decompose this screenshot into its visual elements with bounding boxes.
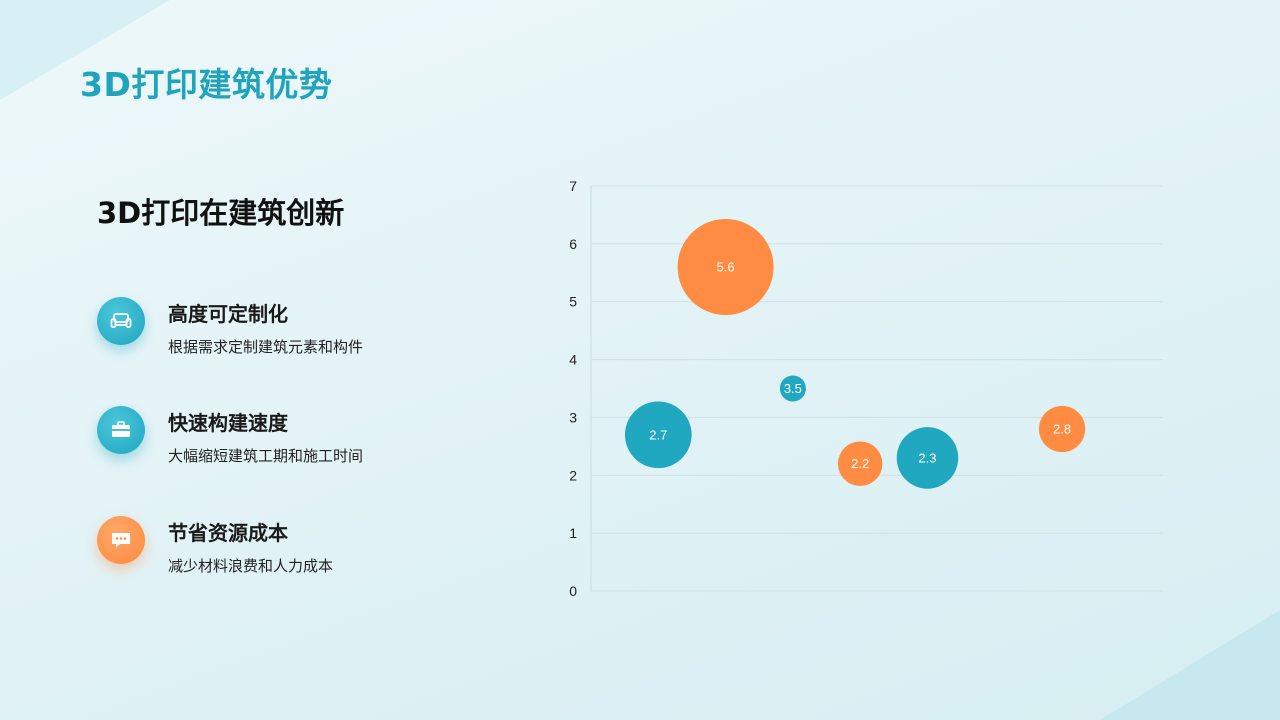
- y-tick-label: 3: [569, 409, 577, 425]
- bubble-data-label: 5.6: [717, 260, 735, 275]
- bubble-data-label: 3.5: [784, 381, 802, 396]
- briefcase-icon: [97, 406, 145, 454]
- feature-item-speed: 快速构建速度 大幅缩短建筑工期和施工时间: [97, 406, 497, 476]
- chart-bubbles: 2.7 5.6 3.5 2.2 2.3 2.8: [624, 219, 1086, 489]
- bubble-data-label: 2.7: [649, 427, 667, 442]
- bubble-chart: 0 1 2 3 4 5 6 7 2.7 5.6 3.5 2.2 2.3 2.8: [569, 178, 1163, 599]
- chat-icon: [97, 516, 145, 564]
- feature-title: 节省资源成本: [168, 521, 288, 545]
- y-tick-label: 7: [569, 178, 577, 194]
- feature-description: 大幅缩短建筑工期和施工时间: [168, 447, 364, 465]
- feature-description: 根据需求定制建筑元素和构件: [168, 338, 364, 356]
- page-title: 3D打印建筑优势: [80, 65, 333, 104]
- chart-y-axis: 0 1 2 3 4 5 6 7: [569, 178, 592, 599]
- bubble-data-label: 2.3: [918, 450, 936, 465]
- y-tick-label: 5: [569, 294, 577, 310]
- bubble: [896, 427, 959, 489]
- feature-item-customization: 高度可定制化 根据需求定制建筑元素和构件: [97, 297, 497, 367]
- chart-grid: [591, 185, 1163, 592]
- section-title: 3D打印在建筑创新: [97, 196, 345, 230]
- corner-decoration-bottom-right: [1100, 610, 1280, 720]
- y-tick-label: 1: [569, 525, 577, 541]
- bubble: [624, 401, 692, 469]
- y-tick-label: 2: [569, 467, 577, 483]
- sofa-icon: [97, 297, 145, 345]
- feature-title: 高度可定制化: [168, 302, 288, 326]
- feature-title: 快速构建速度: [168, 411, 288, 435]
- bubble: [1038, 405, 1086, 453]
- corner-decoration-top-left: [0, 0, 170, 100]
- bubble-data-label: 2.8: [1053, 422, 1071, 437]
- bubble: [779, 375, 806, 402]
- feature-item-cost: 节省资源成本 减少材料浪费和人力成本: [97, 516, 497, 586]
- feature-description: 减少材料浪费和人力成本: [168, 557, 334, 575]
- y-tick-label: 4: [569, 352, 577, 368]
- bubble: [677, 219, 774, 315]
- bubble: [837, 441, 883, 486]
- y-tick-label: 0: [569, 583, 577, 599]
- y-tick-label: 6: [569, 236, 577, 252]
- bubble-data-label: 2.2: [851, 456, 869, 471]
